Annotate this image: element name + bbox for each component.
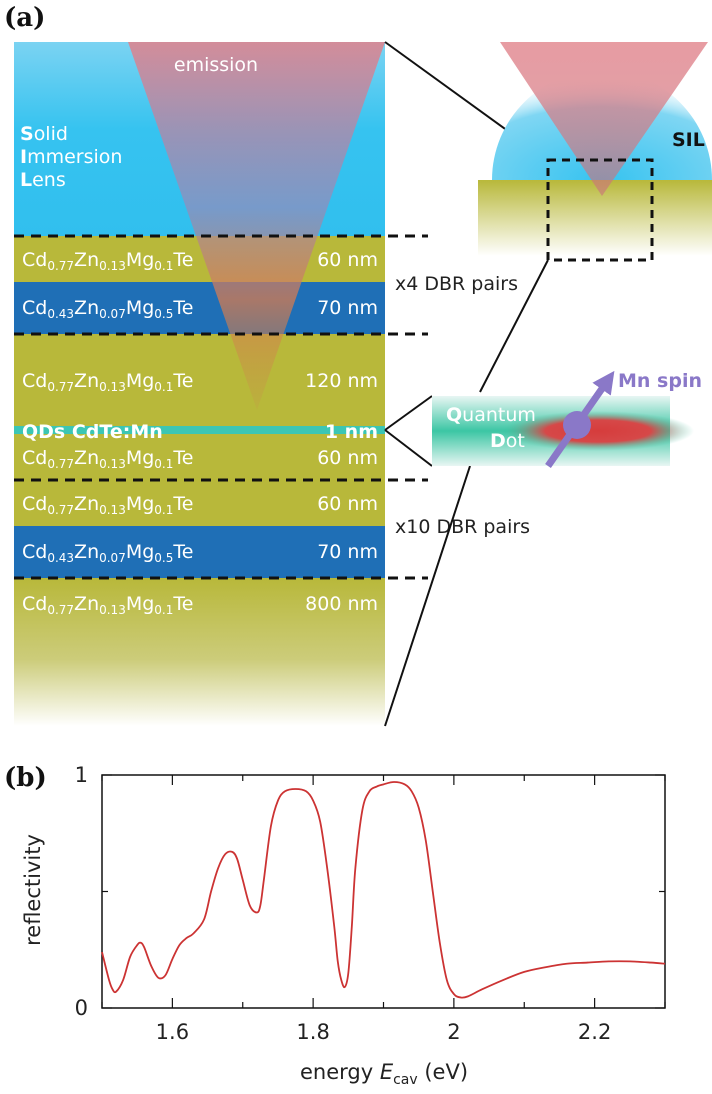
dbr-top-label: x4 DBR pairs xyxy=(395,273,518,295)
qd-inset: Quantum Dot Mn spin xyxy=(432,370,702,469)
layer-label-dbr-top-1: Cd0.77Zn0.13Mg0.1Te xyxy=(22,249,193,273)
lens-label-mmersion: mmersion xyxy=(27,146,122,168)
lens-label-s: S xyxy=(20,123,34,145)
dbr-bottom-label: x10 DBR pairs xyxy=(395,516,530,538)
emission-label: emission xyxy=(174,54,258,76)
svg-text:Solid: Solid xyxy=(20,123,68,145)
layer-thickness-spacer-top: 120 nm xyxy=(305,370,378,392)
reflectivity-line xyxy=(101,781,666,999)
layer-dbr-top-2 xyxy=(14,282,385,334)
qd-inset-label-quantum: Quantum xyxy=(446,404,536,426)
dbr-boundaries xyxy=(14,234,428,580)
layer-label-qd: QDs CdTe:Mn xyxy=(22,421,163,443)
x-tick-label: 1.8 xyxy=(296,1020,329,1044)
layer-thickness-dbr-bottom-1: 60 nm xyxy=(317,493,378,515)
y-tick-label: 1 xyxy=(75,763,88,787)
layer-thickness-buffer: 800 nm xyxy=(305,593,378,615)
x-tick-label: 1.6 xyxy=(156,1020,189,1044)
y-axis-label: reflectivity xyxy=(21,834,45,946)
layer-thickness-dbr-bottom-2: 70 nm xyxy=(317,541,378,563)
x-tick-label: 2 xyxy=(447,1020,460,1044)
panel-b-label: (b) xyxy=(4,763,47,793)
sil-label: SIL xyxy=(672,129,705,151)
lens-label-i: I xyxy=(20,146,27,168)
axis-tick-labels: 1.6 1.8 2 2.2 0 1 xyxy=(75,763,612,1044)
sil-inset: SIL xyxy=(478,42,712,262)
layer-spacer-bottom xyxy=(14,434,385,480)
svg-text:Lens: Lens xyxy=(20,169,66,191)
mn-spin-label: Mn spin xyxy=(618,370,702,392)
layer-thickness-dbr-top-2: 70 nm xyxy=(317,297,378,319)
svg-text:Immersion: Immersion xyxy=(20,146,122,168)
layer-dbr-bottom-1 xyxy=(14,480,385,526)
panel-a-label: (a) xyxy=(4,3,45,33)
layer-qd xyxy=(14,426,385,434)
panel-b: (b) 1.6 1.8 2 2.2 0 1 reflectivity energy Eca… xyxy=(4,763,666,1088)
spin-ball xyxy=(563,411,591,439)
qd-inset-label-dot: Dot xyxy=(490,430,525,452)
lens-label-olid: olid xyxy=(34,123,68,145)
y-tick-label: 0 xyxy=(75,996,88,1020)
layer-thickness-dbr-top-1: 60 nm xyxy=(317,249,378,271)
lens-label-ens: ens xyxy=(32,169,66,191)
lens-label-l: L xyxy=(20,169,32,191)
layer-dbr-bottom-2 xyxy=(14,526,385,578)
x-tick-label: 2.2 xyxy=(578,1020,611,1044)
layer-thickness-spacer-bottom: 60 nm xyxy=(317,447,378,469)
axis-ticks xyxy=(101,774,666,1009)
x-axis-label: energy Ecav (eV) xyxy=(300,1060,468,1088)
layer-buffer xyxy=(14,578,385,726)
emission-cone xyxy=(128,42,385,410)
lens-label: Solid Immersion Lens xyxy=(20,123,122,191)
plot-frame xyxy=(101,774,666,1009)
layer-thickness-qd: 1 nm xyxy=(325,421,378,443)
panel-a: (a) emission Solid Immersion Lens Cd0.77… xyxy=(4,3,712,727)
layer-spacer-top xyxy=(14,334,385,426)
